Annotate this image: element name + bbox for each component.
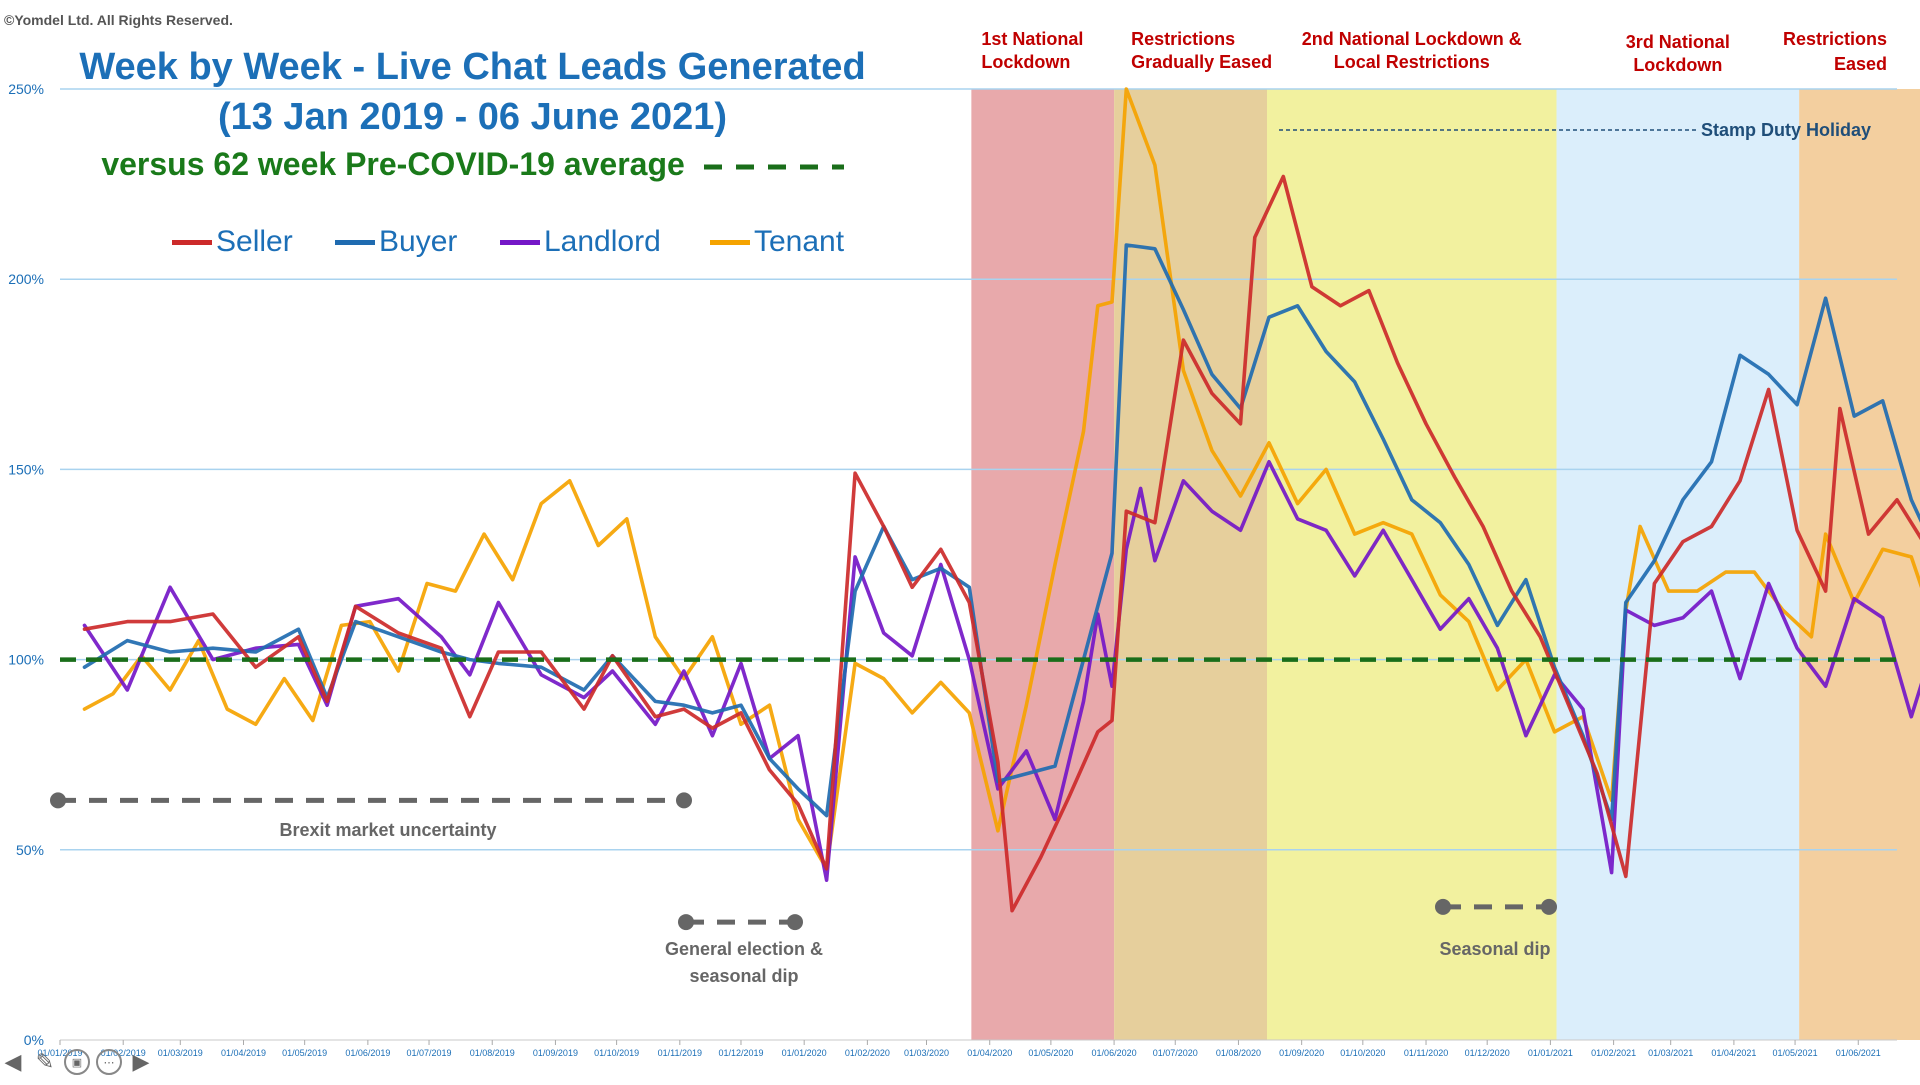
- x-tick-label: 01/03/2020: [904, 1048, 949, 1058]
- band-label-restrictions-eased: Eased: [1834, 54, 1887, 74]
- band-label-restrictions-gradually-eased: Restrictions: [1131, 29, 1235, 49]
- legend-label-tenant: Tenant: [754, 225, 844, 259]
- event-range-end-seasonal-dip: [1541, 899, 1557, 915]
- period-band-restrictions-eased: [1799, 89, 1920, 1040]
- back-arrow-icon[interactable]: ◀: [0, 1049, 26, 1075]
- forward-arrow-icon[interactable]: ▶: [128, 1049, 154, 1075]
- period-band-1st-national-lockdown: [971, 89, 1114, 1040]
- band-label-restrictions-gradually-eased: Gradually Eased: [1131, 52, 1272, 72]
- x-tick-label: 01/05/2021: [1773, 1048, 1818, 1058]
- x-tick-label: 01/01/2021: [1528, 1048, 1573, 1058]
- legend-label-landlord: Landlord: [544, 225, 661, 259]
- y-tick-label: 100%: [8, 652, 44, 668]
- x-tick-label: 01/02/2021: [1591, 1048, 1636, 1058]
- copyright-notice: ©Yomdel Ltd. All Rights Reserved.: [4, 12, 233, 28]
- x-tick-label: 01/11/2019: [658, 1048, 702, 1058]
- x-tick-label: 01/04/2020: [967, 1048, 1012, 1058]
- event-label-general-election-seasonal-dip: seasonal dip: [689, 966, 798, 986]
- pen-icon[interactable]: ✎: [32, 1049, 58, 1075]
- event-range-start-brexit-market-uncertainty: [50, 792, 66, 808]
- baseline-caption-text: versus 62 week Pre-COVID-19 average: [101, 146, 684, 182]
- x-tick-label: 01/02/2020: [845, 1048, 890, 1058]
- x-tick-label: 01/05/2020: [1028, 1048, 1073, 1058]
- x-tick-label: 01/10/2019: [594, 1048, 639, 1058]
- event-label-general-election-seasonal-dip: General election &: [665, 939, 823, 959]
- band-label-3rd-national-lockdown: 3rd National: [1626, 32, 1730, 52]
- x-tick-label: 01/08/2019: [470, 1048, 515, 1058]
- x-tick-label: 01/12/2020: [1465, 1048, 1510, 1058]
- chart-baseline-caption: versus 62 week Pre-COVID-19 average: [0, 146, 945, 183]
- x-tick-label: 01/04/2019: [221, 1048, 266, 1058]
- x-tick-label: 01/05/2019: [282, 1048, 327, 1058]
- legend-item-landlord: Landlord: [500, 225, 661, 259]
- more-options-icon[interactable]: ⋯: [96, 1049, 122, 1075]
- y-tick-label: 150%: [8, 461, 44, 477]
- event-range-end-brexit-market-uncertainty: [676, 792, 692, 808]
- legend-item-tenant: Tenant: [710, 225, 844, 259]
- band-label-2nd-national-lockdown-local-restrictions: Local Restrictions: [1334, 52, 1490, 72]
- x-tick-label: 01/07/2020: [1153, 1048, 1198, 1058]
- legend-swatch-landlord: [500, 240, 540, 245]
- period-band-3rd-national-lockdown: [1557, 89, 1800, 1040]
- chart-date-range: (13 Jan 2019 - 06 June 2021): [0, 96, 945, 139]
- period-band-2nd-national-lockdown-local-restrictions: [1267, 89, 1557, 1040]
- x-tick-label: 01/06/2019: [345, 1048, 390, 1058]
- band-label-1st-national-lockdown: 1st National: [981, 29, 1083, 49]
- x-tick-label: 01/03/2021: [1648, 1048, 1693, 1058]
- stamp-duty-label: Stamp Duty Holiday: [1701, 120, 1871, 140]
- chart-title: Week by Week - Live Chat Leads Generated: [0, 46, 945, 89]
- event-range-end-general-election-seasonal-dip: [787, 914, 803, 930]
- y-tick-label: 50%: [16, 842, 44, 858]
- legend-label-seller: Seller: [216, 225, 293, 259]
- x-tick-label: 01/01/2020: [782, 1048, 827, 1058]
- x-tick-label: 01/11/2020: [1404, 1048, 1448, 1058]
- x-tick-label: 01/03/2019: [158, 1048, 203, 1058]
- band-label-3rd-national-lockdown: Lockdown: [1633, 55, 1722, 75]
- event-label-seasonal-dip: Seasonal dip: [1439, 939, 1550, 959]
- event-label-brexit-market-uncertainty: Brexit market uncertainty: [279, 820, 496, 840]
- x-tick-label: 01/06/2020: [1092, 1048, 1137, 1058]
- legend-label-buyer: Buyer: [379, 225, 457, 259]
- legend-item-seller: Seller: [172, 225, 293, 259]
- x-tick-label: 01/09/2019: [533, 1048, 578, 1058]
- x-tick-label: 01/08/2020: [1216, 1048, 1261, 1058]
- y-tick-label: 200%: [8, 271, 44, 287]
- legend-swatch-seller: [172, 240, 212, 245]
- x-tick-label: 01/09/2020: [1279, 1048, 1324, 1058]
- band-label-restrictions-eased: Restrictions: [1783, 29, 1887, 49]
- slides-icon[interactable]: ▣: [64, 1049, 90, 1075]
- period-band-restrictions-gradually-eased: [1114, 89, 1267, 1040]
- baseline-dash-swatch: [704, 160, 844, 174]
- legend-swatch-buyer: [335, 240, 375, 245]
- x-tick-label: 01/10/2020: [1340, 1048, 1385, 1058]
- x-tick-label: 01/04/2021: [1711, 1048, 1756, 1058]
- x-tick-label: 01/06/2021: [1836, 1048, 1881, 1058]
- x-tick-label: 01/07/2019: [407, 1048, 452, 1058]
- legend-item-buyer: Buyer: [335, 225, 457, 259]
- band-label-1st-national-lockdown: Lockdown: [981, 52, 1070, 72]
- band-label-2nd-national-lockdown-local-restrictions: 2nd National Lockdown &: [1302, 29, 1522, 49]
- event-range-start-general-election-seasonal-dip: [678, 914, 694, 930]
- slideshow-controls: ◀ ✎ ▣ ⋯ ▶: [0, 1046, 154, 1078]
- event-range-start-seasonal-dip: [1435, 899, 1451, 915]
- x-tick-label: 01/12/2019: [718, 1048, 763, 1058]
- legend-swatch-tenant: [710, 240, 750, 245]
